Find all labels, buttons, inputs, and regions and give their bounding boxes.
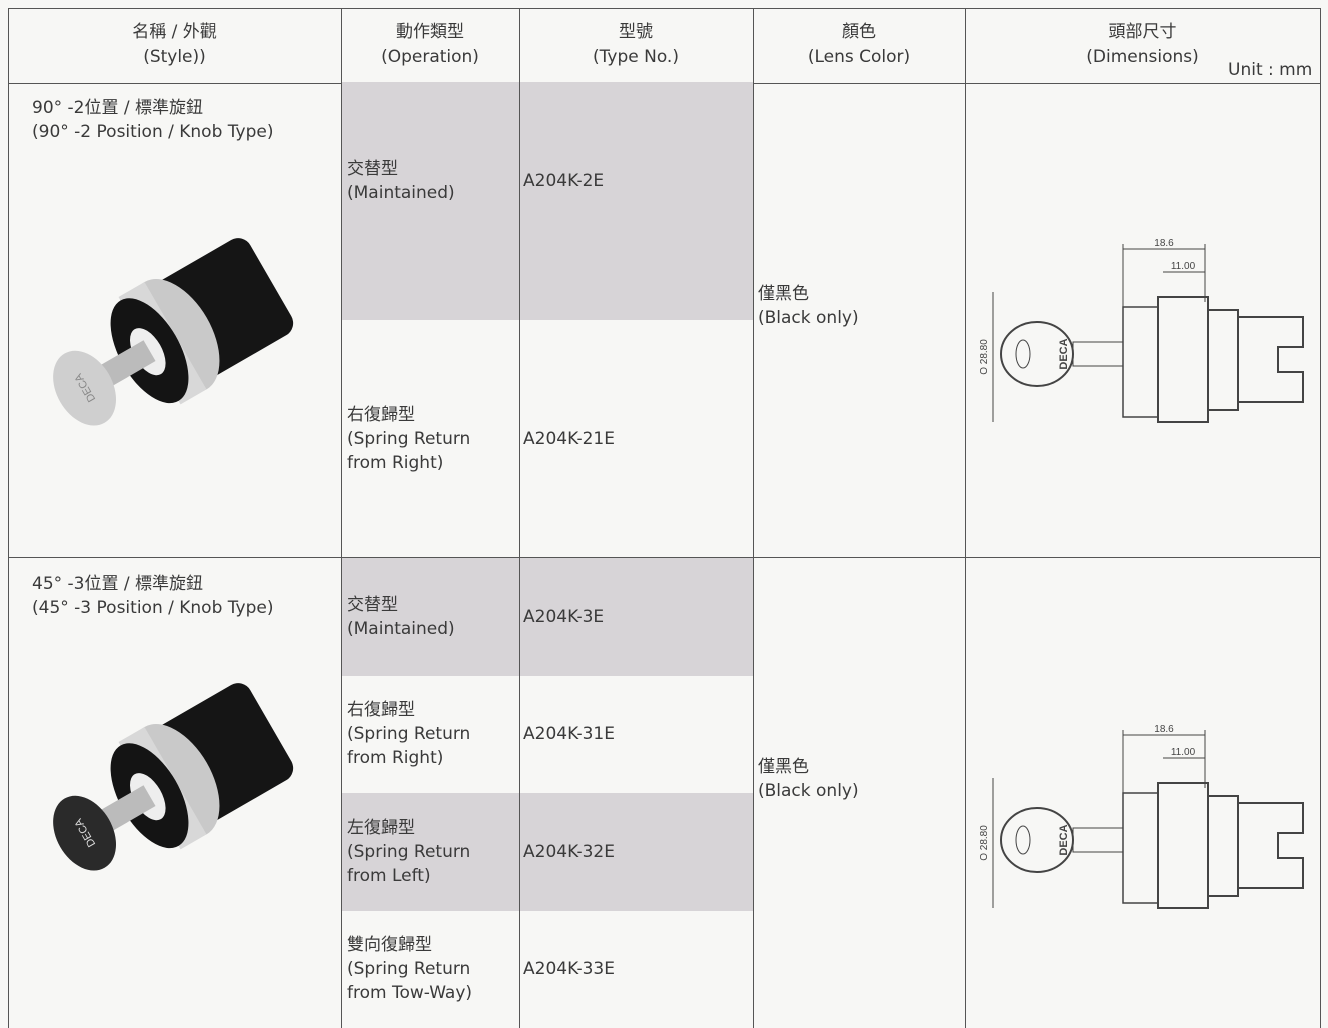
column-divider bbox=[519, 8, 520, 1028]
color-en: (Black only) bbox=[758, 308, 859, 328]
thread bbox=[1207, 795, 1239, 897]
type-no: A204K-2E bbox=[523, 171, 605, 191]
housing bbox=[1122, 306, 1159, 418]
section-border bbox=[8, 557, 1320, 558]
operation-en: (Spring Return bbox=[347, 724, 471, 745]
operation-en: from Left) bbox=[347, 865, 431, 886]
unit-label: Unit : mm bbox=[1228, 60, 1313, 80]
column-divider bbox=[753, 8, 754, 1028]
header-zh: 名稱 / 外觀 bbox=[132, 22, 217, 42]
diameter-label: O 28.80 bbox=[979, 339, 990, 375]
operation-en: (Spring Return bbox=[347, 429, 471, 449]
header-en: (Style)) bbox=[143, 47, 206, 67]
operation-zh: 交替型 bbox=[347, 159, 398, 179]
key-shaft bbox=[1072, 341, 1124, 367]
frame-left bbox=[8, 8, 9, 1028]
type-no: A204K-3E bbox=[523, 606, 605, 627]
header-zh: 顏色 bbox=[842, 22, 876, 42]
header-en: (Operation) bbox=[381, 47, 479, 67]
length-label: 18.6 bbox=[1154, 238, 1174, 249]
operation-en: from Right) bbox=[347, 748, 444, 769]
key-brand: DECA bbox=[1058, 824, 1070, 855]
operation-zh: 右復歸型 bbox=[347, 405, 415, 425]
bezel bbox=[1157, 782, 1209, 909]
key-head bbox=[53, 795, 116, 871]
operation-en: (Maintained) bbox=[347, 183, 455, 203]
operation-en: from Tow-Way) bbox=[347, 983, 473, 1004]
head-label: 11.00 bbox=[1171, 261, 1196, 272]
operation-zh: 雙向復歸型 bbox=[347, 935, 432, 956]
clip bbox=[1238, 802, 1304, 889]
type-no: A204K-31E bbox=[523, 724, 615, 745]
style-en: (90° -2 Position / Knob Type) bbox=[32, 122, 274, 142]
column-divider bbox=[965, 8, 966, 1028]
header-en: (Type No.) bbox=[593, 47, 679, 67]
key-shaft bbox=[1072, 827, 1124, 853]
operation-en: (Maintained) bbox=[347, 618, 455, 639]
operation-en: (Spring Return bbox=[347, 959, 471, 980]
row-shade bbox=[341, 82, 753, 320]
key-head bbox=[53, 350, 116, 426]
style-en: (45° -3 Position / Knob Type) bbox=[32, 598, 274, 618]
diameter-label: O 28.80 bbox=[979, 825, 990, 861]
color-zh: 僅黑色 bbox=[758, 284, 809, 304]
dimension-drawing: O 28.80 18.6 11.00 DECA bbox=[979, 724, 1304, 909]
header-zh: 型號 bbox=[619, 22, 653, 42]
operation-zh: 交替型 bbox=[347, 594, 398, 615]
frame-right bbox=[1320, 8, 1321, 1028]
header-zh: 頭部尺寸 bbox=[1108, 22, 1177, 42]
bezel bbox=[1157, 296, 1209, 423]
column-divider bbox=[341, 8, 342, 1028]
style-zh: 90° -2位置 / 標準旋鈕 bbox=[32, 98, 204, 118]
header-en: (Lens Color) bbox=[807, 47, 911, 67]
header-zh: 動作類型 bbox=[396, 22, 464, 42]
clip bbox=[1238, 316, 1304, 403]
color-zh: 僅黑色 bbox=[758, 757, 809, 777]
operation-zh: 左復歸型 bbox=[347, 817, 415, 838]
row-shade bbox=[341, 558, 753, 676]
type-no: A204K-21E bbox=[523, 429, 615, 449]
type-no: A204K-33E bbox=[523, 959, 615, 980]
operation-zh: 右復歸型 bbox=[347, 700, 415, 721]
type-no: A204K-32E bbox=[523, 841, 615, 862]
key-brand: DECA bbox=[1058, 338, 1070, 369]
dimension-drawing: O 28.80 18.6 11.00 DECA bbox=[979, 238, 1304, 423]
key-hole bbox=[1015, 339, 1031, 369]
row-shade bbox=[341, 793, 753, 911]
style-zh: 45° -3位置 / 標準旋鈕 bbox=[32, 574, 204, 594]
operation-en: from Right) bbox=[347, 453, 444, 473]
operation-en: (Spring Return bbox=[347, 841, 471, 862]
color-en: (Black only) bbox=[758, 781, 859, 801]
housing bbox=[1122, 792, 1159, 904]
product-photo: DECA bbox=[53, 238, 294, 426]
header-en: (Dimensions) bbox=[1086, 47, 1199, 67]
length-label: 18.6 bbox=[1154, 724, 1174, 735]
key-hole bbox=[1015, 825, 1031, 855]
head-label: 11.00 bbox=[1171, 747, 1196, 758]
product-photo: DECA bbox=[53, 683, 294, 871]
thread bbox=[1207, 309, 1239, 411]
